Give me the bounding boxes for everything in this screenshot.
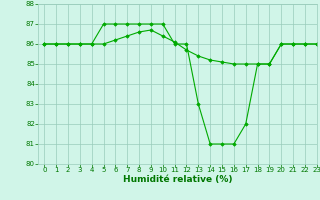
X-axis label: Humidité relative (%): Humidité relative (%) [123,175,232,184]
